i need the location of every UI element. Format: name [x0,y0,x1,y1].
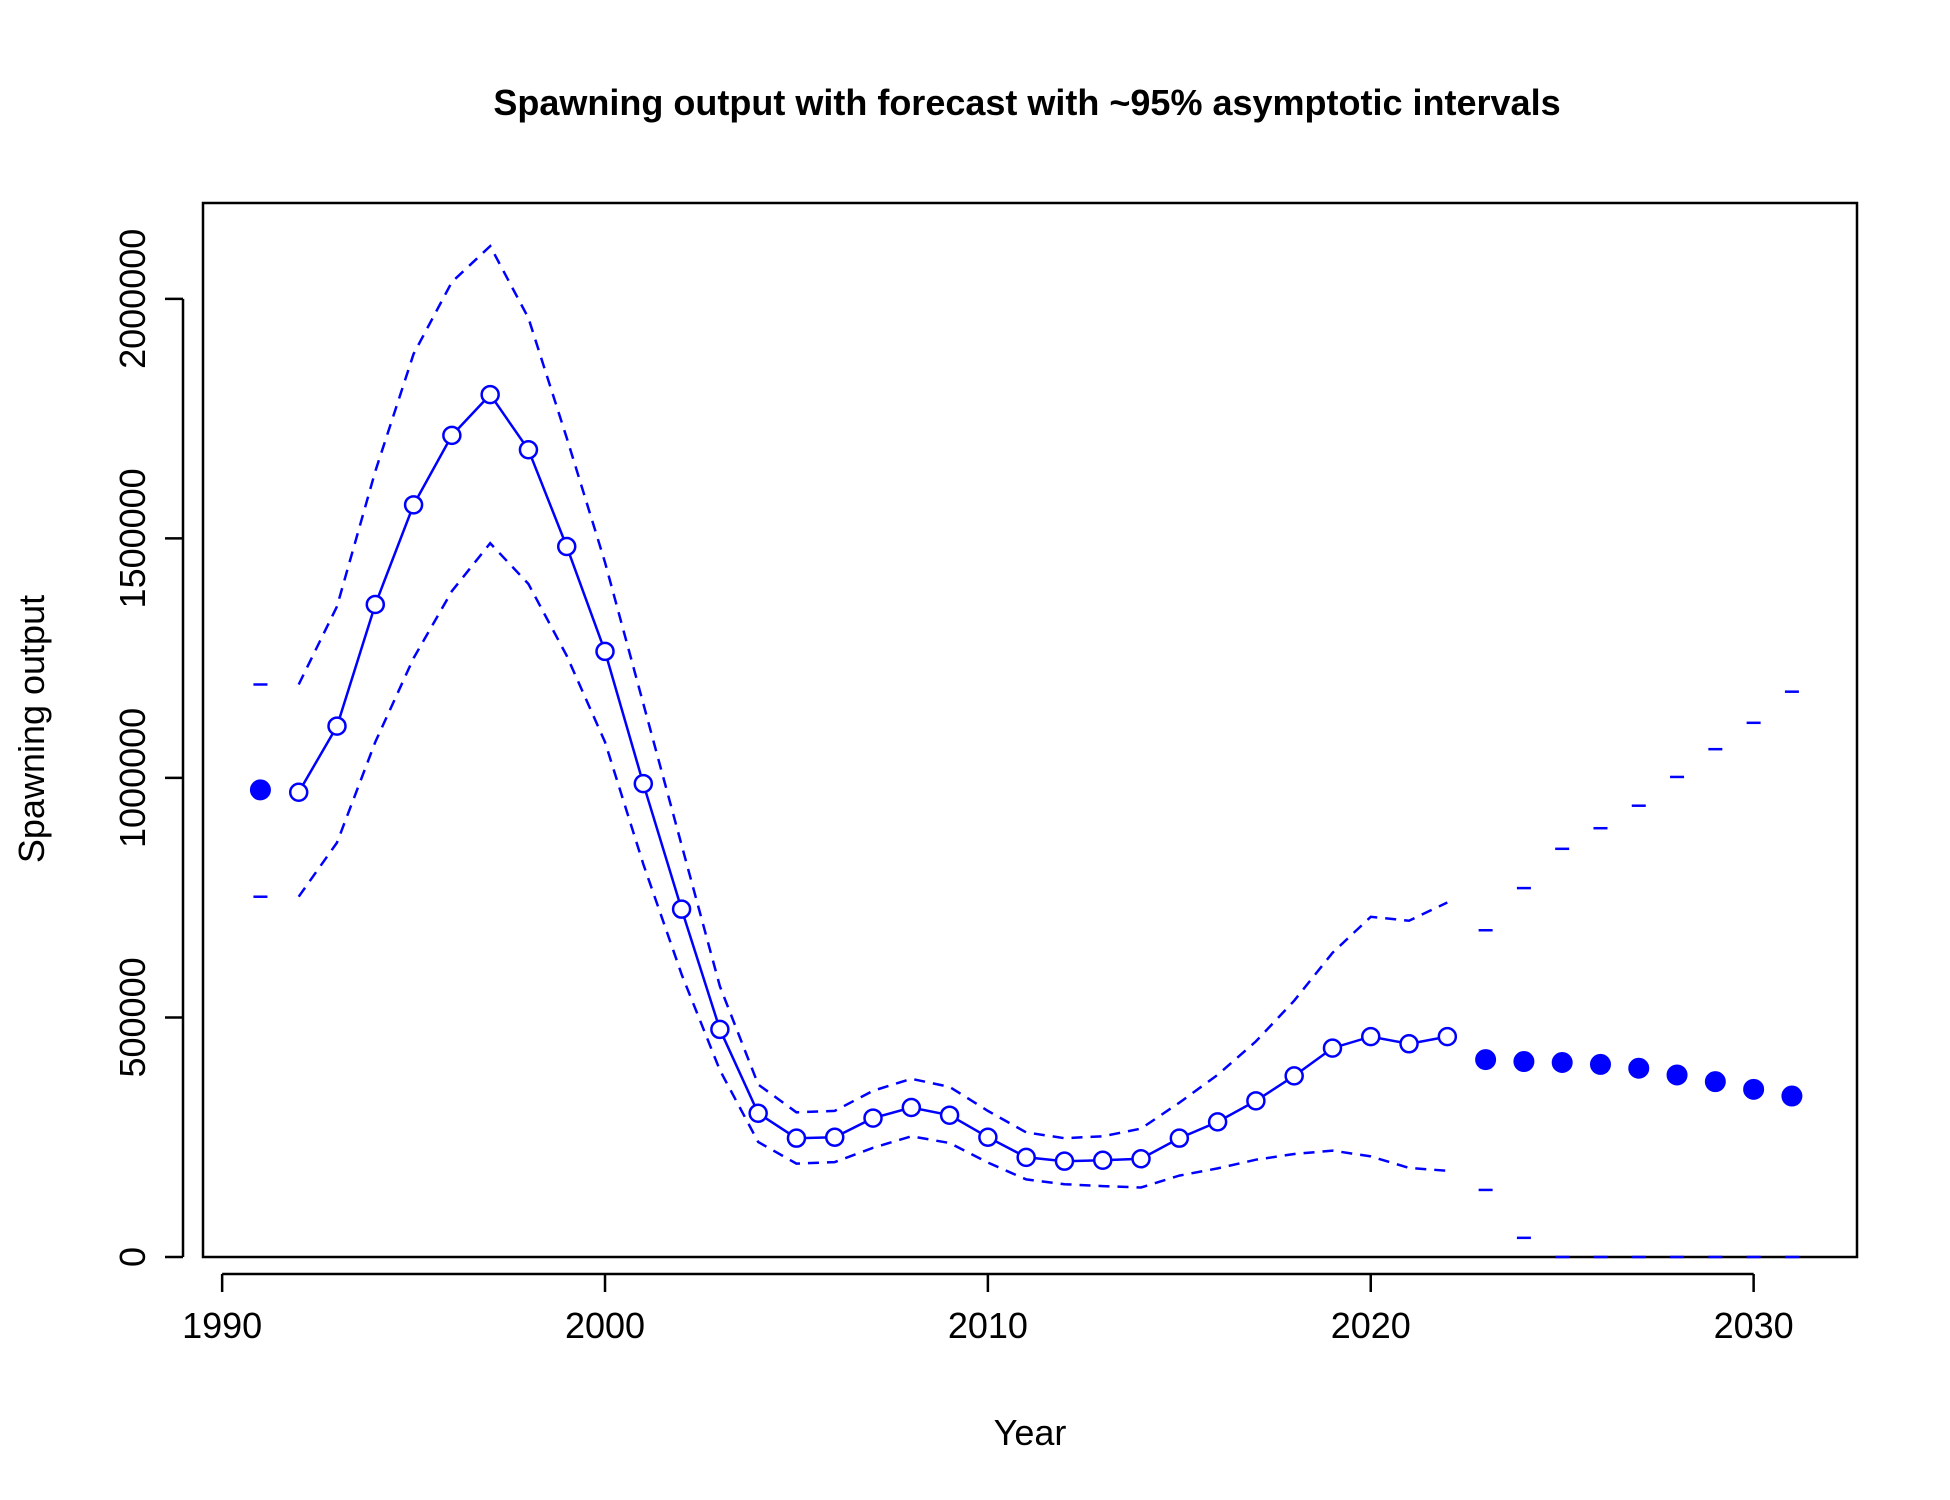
forecast-point [1666,1064,1688,1086]
y-tick-label: 1000000 [112,708,153,848]
forecast-point [1589,1053,1611,1075]
series-layer [249,244,1803,1259]
estimate-point [327,716,347,736]
x-tick-label: 2030 [1714,1305,1794,1346]
estimate-point [1399,1034,1419,1054]
estimate-point [1322,1038,1343,1058]
estimate-point [748,1103,768,1124]
estimate-point [939,1105,960,1125]
plot-frame [201,201,1859,1259]
x-tick-label: 1990 [182,1305,262,1346]
estimate-point [633,773,654,794]
estimate-point [518,439,539,460]
estimate-point [710,1019,730,1040]
forecast-point [1781,1085,1803,1107]
estimate-point [1207,1112,1228,1132]
estimate-point [978,1127,998,1147]
forecast-point [1475,1049,1497,1071]
estimate-point [595,641,615,662]
estimate-point [1092,1150,1113,1170]
y-axis-label: Spawning output [11,595,52,863]
initial-point [249,779,271,801]
estimate-point [442,425,462,446]
upper-interval-line [297,244,1448,1140]
x-tick-label: 2000 [565,1305,645,1346]
estimate-point [480,384,500,405]
estimate-point [1169,1128,1190,1148]
y-axis: 0 500000 1000000 1500000 2000000 [112,229,185,1267]
estimate-point [786,1128,807,1148]
y-tick-label: 1500000 [112,468,153,608]
x-tick-label: 2010 [948,1305,1028,1346]
estimate-point [1437,1026,1458,1047]
x-axis-label: Year [994,1412,1067,1453]
estimate-point [1016,1147,1036,1168]
lower-interval-line [297,541,1448,1189]
spawning-output-line [297,392,1448,1163]
forecast-point [1513,1051,1535,1073]
y-tick-label: 0 [112,1247,153,1267]
forecast-point [1743,1078,1765,1100]
estimate-point [365,594,386,615]
estimate-point [288,782,309,803]
estimate-point [863,1108,883,1128]
forecast-point [1628,1057,1650,1079]
estimate-point [901,1097,922,1118]
estimate-point [1361,1026,1381,1047]
y-tick-label: 500000 [112,957,153,1077]
y-tick-label: 2000000 [112,229,153,369]
estimate-point [1284,1066,1304,1086]
estimate-point [403,495,424,515]
estimate-point [824,1127,845,1147]
x-tick-label: 2020 [1331,1305,1411,1346]
forecast-point [1551,1051,1573,1073]
estimate-point [671,899,692,919]
chart-title: Spawning output with forecast with ~95% … [493,82,1560,123]
estimate-point [1131,1149,1151,1169]
estimate-point [556,536,577,557]
forecast-point [1704,1071,1726,1093]
estimate-point [1246,1091,1266,1111]
x-axis: 1990 2000 2010 2020 2030 [182,1272,1794,1346]
estimate-point [1054,1151,1075,1171]
